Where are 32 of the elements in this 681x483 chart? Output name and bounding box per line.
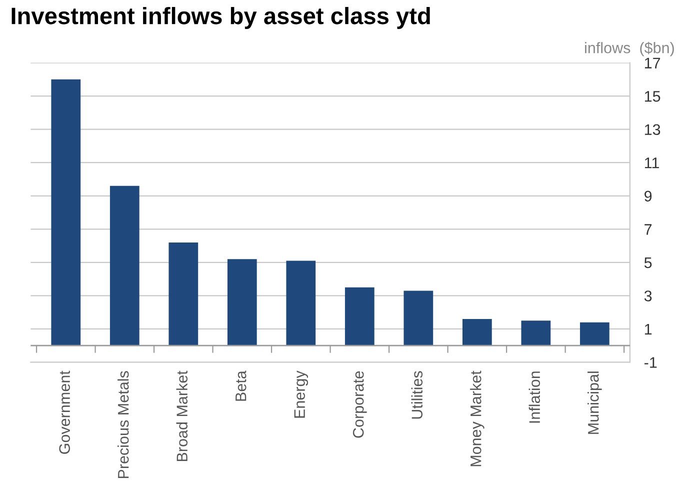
bar <box>286 260 316 346</box>
y-tick-label: 5 <box>644 257 652 268</box>
y-tick-label: 3 <box>644 290 652 302</box>
bar <box>521 320 551 346</box>
x-tick-label: Money Market <box>470 370 484 466</box>
chart-title: Investment inflows by asset class ytd <box>12 6 430 29</box>
bar <box>227 259 257 346</box>
x-tick-label: Energy <box>294 370 308 418</box>
x-tick-label: Inflation <box>528 372 540 423</box>
x-tick-label: Government <box>59 370 70 454</box>
y-tick-label: -1 <box>644 357 657 368</box>
bar <box>404 290 434 346</box>
bar <box>462 318 492 346</box>
x-tick-label: Utilities <box>411 371 423 419</box>
y-tick-label: 11 <box>644 158 659 168</box>
x-tick-label: Broad Market <box>176 370 188 462</box>
x-tick-label: Municipal <box>588 372 602 434</box>
bar <box>580 322 610 346</box>
x-tick-label: Precious Metals <box>118 371 129 478</box>
y-tick-label: 17 <box>644 58 660 68</box>
x-tick-label: Corporate <box>352 371 367 438</box>
bar <box>110 186 140 346</box>
bar <box>344 287 374 346</box>
y-tick-label: 9 <box>644 190 652 202</box>
y-tick-label: 13 <box>644 124 660 136</box>
y-tick-label: 15 <box>644 91 660 102</box>
y-tick-label: 1 <box>644 324 652 335</box>
y-axis-title: inflows ($bn) <box>585 42 674 56</box>
bar <box>168 242 198 346</box>
x-tick-label: Beta <box>236 370 246 401</box>
y-tick-label: 7 <box>644 224 652 235</box>
bar <box>51 79 81 346</box>
